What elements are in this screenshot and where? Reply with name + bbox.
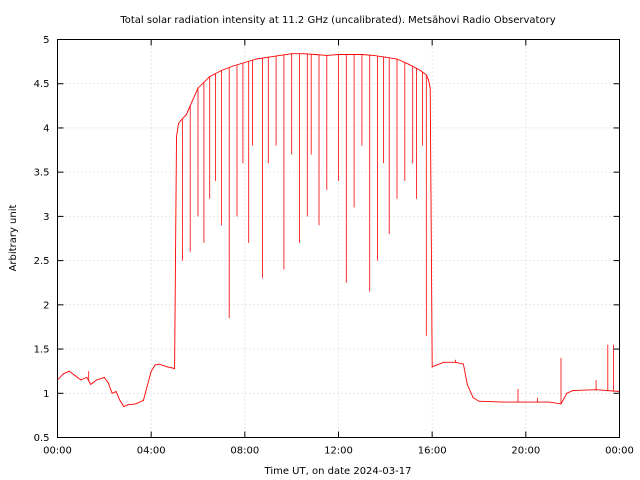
series-point [123,406,125,407]
series-point [96,379,97,381]
series-point [115,391,117,392]
series-point [150,370,152,372]
series-point [90,383,92,385]
series-point [525,401,527,403]
series-point [178,123,179,124]
y-tick-label: 3.5 [34,168,50,179]
series-point [566,392,568,394]
y-tick-label: 5 [43,35,49,46]
series-point [191,100,193,102]
series-point [256,58,257,60]
series-point [111,392,113,394]
series-point [68,370,70,372]
series-point [185,114,187,116]
series-point [349,54,351,55]
series-point [501,401,503,403]
series-point [314,54,316,55]
series-point [279,54,281,56]
series-point [127,404,129,406]
x-tick-label: 16:00 [418,446,447,457]
series-point [179,120,181,122]
series-point [478,400,480,402]
series-point [408,63,410,65]
x-tick-label: 00:00 [605,446,634,457]
y-tick-label: 4 [43,123,49,134]
series-point [302,53,304,55]
y-tick-label: 3 [43,212,49,223]
series-point [431,366,433,368]
series-point [107,382,109,384]
series-point [373,54,375,56]
x-tick-label: 04:00 [137,446,166,457]
series-point [86,376,88,378]
series-point [572,390,574,392]
series-point [472,397,474,399]
series-point [384,56,386,58]
series-point [135,403,137,405]
ticks: 00:00 04:00 08:00 12:00 16:00 20:00 00:00 0.5 1 1… [34,35,634,457]
x-tick-label: 08:00 [230,446,259,457]
chart-title: Total solar radiation intensity at 11.2 … [119,15,555,26]
y-tick-label: 2 [43,300,49,311]
y-axis-label: Arbitrary unit [8,205,19,272]
series-point [232,65,234,67]
series-point [103,376,105,378]
series-point [154,364,156,366]
series-point [466,383,468,385]
series-point [174,368,176,369]
series-point [548,401,550,403]
y-tick-label: 0.5 [34,433,50,444]
x-tick-label: 12:00 [324,446,353,457]
y-tick-label: 1 [43,389,49,400]
x-axis-label: Time UT, on date 2024-03-17 [264,466,412,477]
y-tick-label: 4.5 [34,79,50,90]
series-point [80,379,82,381]
series-point [420,70,421,71]
y-tick-label: 1.5 [34,345,50,356]
series-point [158,363,160,365]
series-point [142,399,144,401]
series-point [62,373,64,375]
x-tick-label: 00:00 [43,446,72,457]
series-point [119,399,121,401]
series-point [166,366,168,368]
x-tick-label: 20:00 [511,446,540,457]
series-point [462,363,464,365]
series-point [427,78,429,80]
series-layer [57,53,620,408]
series-point [74,375,76,377]
series-point [443,361,445,363]
series-point [429,87,431,89]
series-point [176,136,177,138]
y-tick-label: 2.5 [34,256,50,267]
series-point [244,62,246,63]
